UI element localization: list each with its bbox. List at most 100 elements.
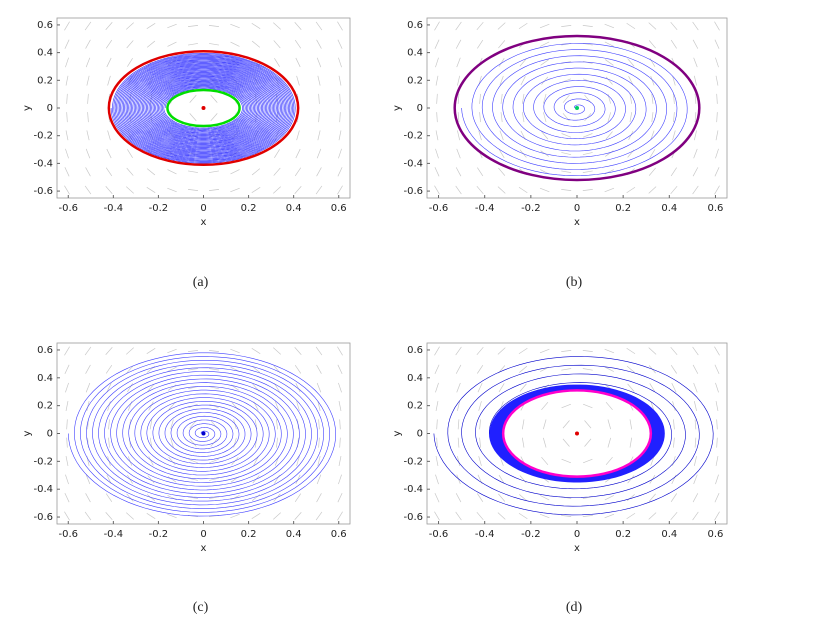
field-arrow <box>673 419 675 430</box>
field-arrow <box>435 382 439 393</box>
y-tick-label: -0.6 <box>403 186 423 197</box>
y-tick-label: 0.2 <box>37 75 53 86</box>
field-arrow <box>604 41 614 47</box>
field-arrow <box>230 513 240 519</box>
y-tick-label: 0.2 <box>37 401 53 412</box>
field-arrow <box>168 402 176 410</box>
field-arrow <box>434 364 440 375</box>
trajectory <box>110 53 296 164</box>
field-arrow <box>64 511 70 521</box>
field-arrow <box>64 167 70 177</box>
field-arrow <box>148 401 154 411</box>
x-tick-label: 0 <box>200 529 206 540</box>
field-arrow <box>479 419 481 430</box>
field-arrow <box>584 420 592 429</box>
field-arrow <box>337 39 343 49</box>
field-arrow <box>542 112 547 123</box>
x-tick-label: 0.2 <box>241 529 257 540</box>
field-arrow <box>457 93 460 104</box>
field-arrow <box>85 474 91 485</box>
field-arrow <box>337 511 343 521</box>
field-arrow <box>105 493 113 502</box>
field-arrow <box>648 512 657 520</box>
field-arrow <box>498 40 506 49</box>
limit-cycle <box>501 389 653 478</box>
field-arrow <box>127 456 133 466</box>
field-arrow <box>648 186 657 194</box>
field-arrow <box>85 493 91 503</box>
field-arrow <box>582 515 593 517</box>
field-arrow <box>230 169 240 175</box>
field-arrow <box>479 112 481 123</box>
x-tick-label: -0.6 <box>429 203 449 214</box>
field-arrow <box>187 189 199 191</box>
field-arrow <box>273 186 281 194</box>
field-arrow <box>295 57 301 68</box>
x-tick-label: 0.6 <box>708 203 724 214</box>
field-arrow <box>294 493 302 502</box>
field-arrow <box>584 113 592 122</box>
field-arrow <box>497 347 506 355</box>
field-arrow <box>84 511 92 521</box>
y-tick-label: -0.6 <box>403 512 423 523</box>
field-arrow <box>582 458 593 464</box>
field-arrow <box>126 365 134 374</box>
field-arrow <box>694 437 697 448</box>
field-arrow <box>126 512 134 520</box>
field-arrow <box>210 113 218 122</box>
field-arrow <box>497 186 506 194</box>
field-arrow <box>273 167 281 176</box>
field-arrow <box>295 148 301 159</box>
field-arrow <box>518 186 528 194</box>
y-tick-label: 0 <box>417 429 423 440</box>
field-arrow <box>170 419 174 430</box>
x-tick-label: -0.2 <box>521 529 541 540</box>
field-arrow <box>85 39 91 49</box>
field-arrow <box>607 112 612 123</box>
field-arrow <box>498 149 505 159</box>
field-arrow <box>108 419 110 430</box>
x-tick-label: 0 <box>200 203 206 214</box>
field-arrow <box>149 437 153 448</box>
field-arrow <box>65 456 69 466</box>
field-arrow <box>339 437 341 448</box>
field-arrow <box>86 401 90 411</box>
field-arrow <box>274 383 280 393</box>
field-arrow <box>605 59 614 66</box>
field-arrow <box>671 474 677 485</box>
field-arrow <box>604 495 614 501</box>
x-tick-label: 0.2 <box>615 203 631 214</box>
field-arrow <box>497 22 506 30</box>
field-arrow <box>542 93 547 104</box>
y-tick-label: -0.4 <box>403 158 423 169</box>
field-arrow <box>337 185 343 195</box>
x-tick-label: 0.4 <box>286 529 302 540</box>
field-arrow <box>693 382 698 393</box>
field-arrow <box>520 76 526 86</box>
field-arrow <box>539 23 550 29</box>
trajectory <box>489 384 665 483</box>
field-arrow <box>651 112 654 123</box>
x-tick-label: 0.4 <box>286 203 302 214</box>
field-arrow <box>295 474 301 484</box>
field-arrow <box>521 419 525 430</box>
field-arrow <box>85 148 91 159</box>
field-arrow <box>540 495 550 501</box>
field-arrow <box>105 39 113 49</box>
field-arrow <box>230 348 240 354</box>
field-arrow <box>127 58 133 67</box>
field-arrow <box>85 57 91 68</box>
y-tick-label: -0.4 <box>33 158 53 169</box>
field-arrow <box>692 185 699 195</box>
field-arrow <box>338 382 342 393</box>
field-arrow <box>146 23 156 29</box>
field-arrow <box>276 419 278 430</box>
field-arrow <box>693 474 698 485</box>
field-arrow <box>582 133 593 138</box>
field-arrow <box>694 112 697 123</box>
x-tick-label: -0.4 <box>104 529 124 540</box>
field-arrow <box>457 130 461 141</box>
field-arrow <box>86 130 90 141</box>
field-arrow <box>561 515 572 517</box>
